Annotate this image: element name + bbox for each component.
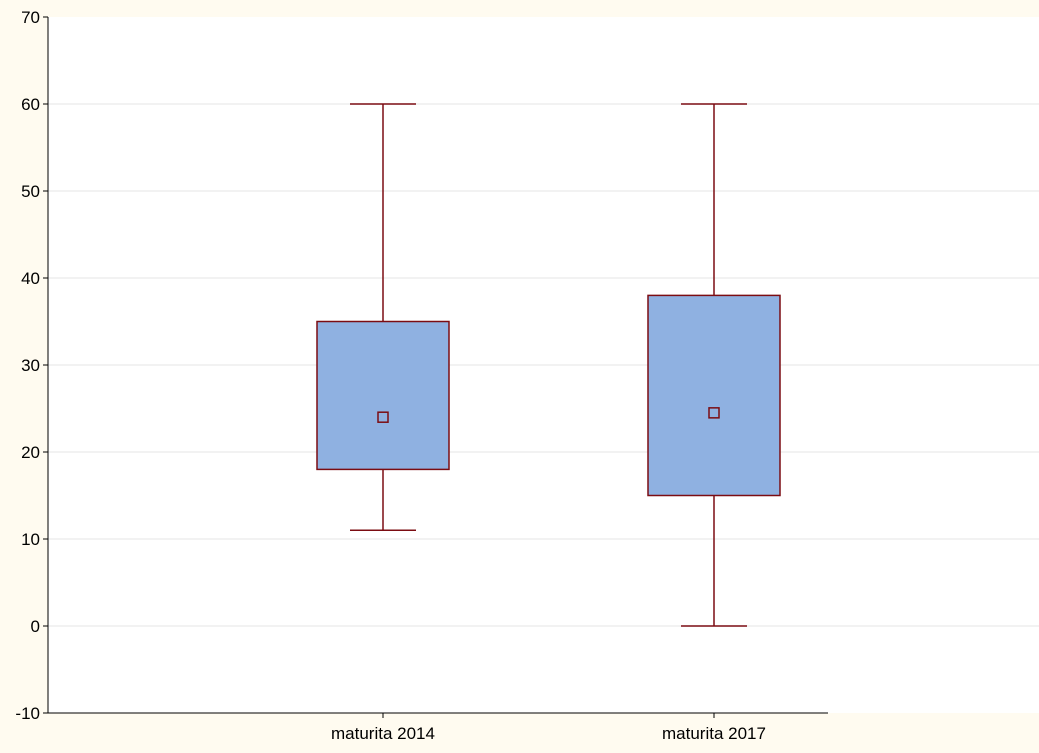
y-tick-label: 70	[21, 8, 40, 27]
x-tick-label: maturita 2014	[331, 724, 435, 743]
y-tick-label: 10	[21, 530, 40, 549]
median-marker	[708, 407, 720, 419]
y-tick-label: 40	[21, 269, 40, 288]
box-iqr	[647, 294, 781, 497]
x-tick-label: maturita 2017	[662, 724, 766, 743]
box-iqr	[316, 320, 450, 471]
y-tick-label: -10	[15, 704, 40, 723]
median-marker	[377, 411, 389, 423]
y-tick-label: 20	[21, 443, 40, 462]
y-tick-label: 0	[31, 617, 40, 636]
y-tick-label: 60	[21, 95, 40, 114]
y-tick-label: 30	[21, 356, 40, 375]
y-tick-label: 50	[21, 182, 40, 201]
